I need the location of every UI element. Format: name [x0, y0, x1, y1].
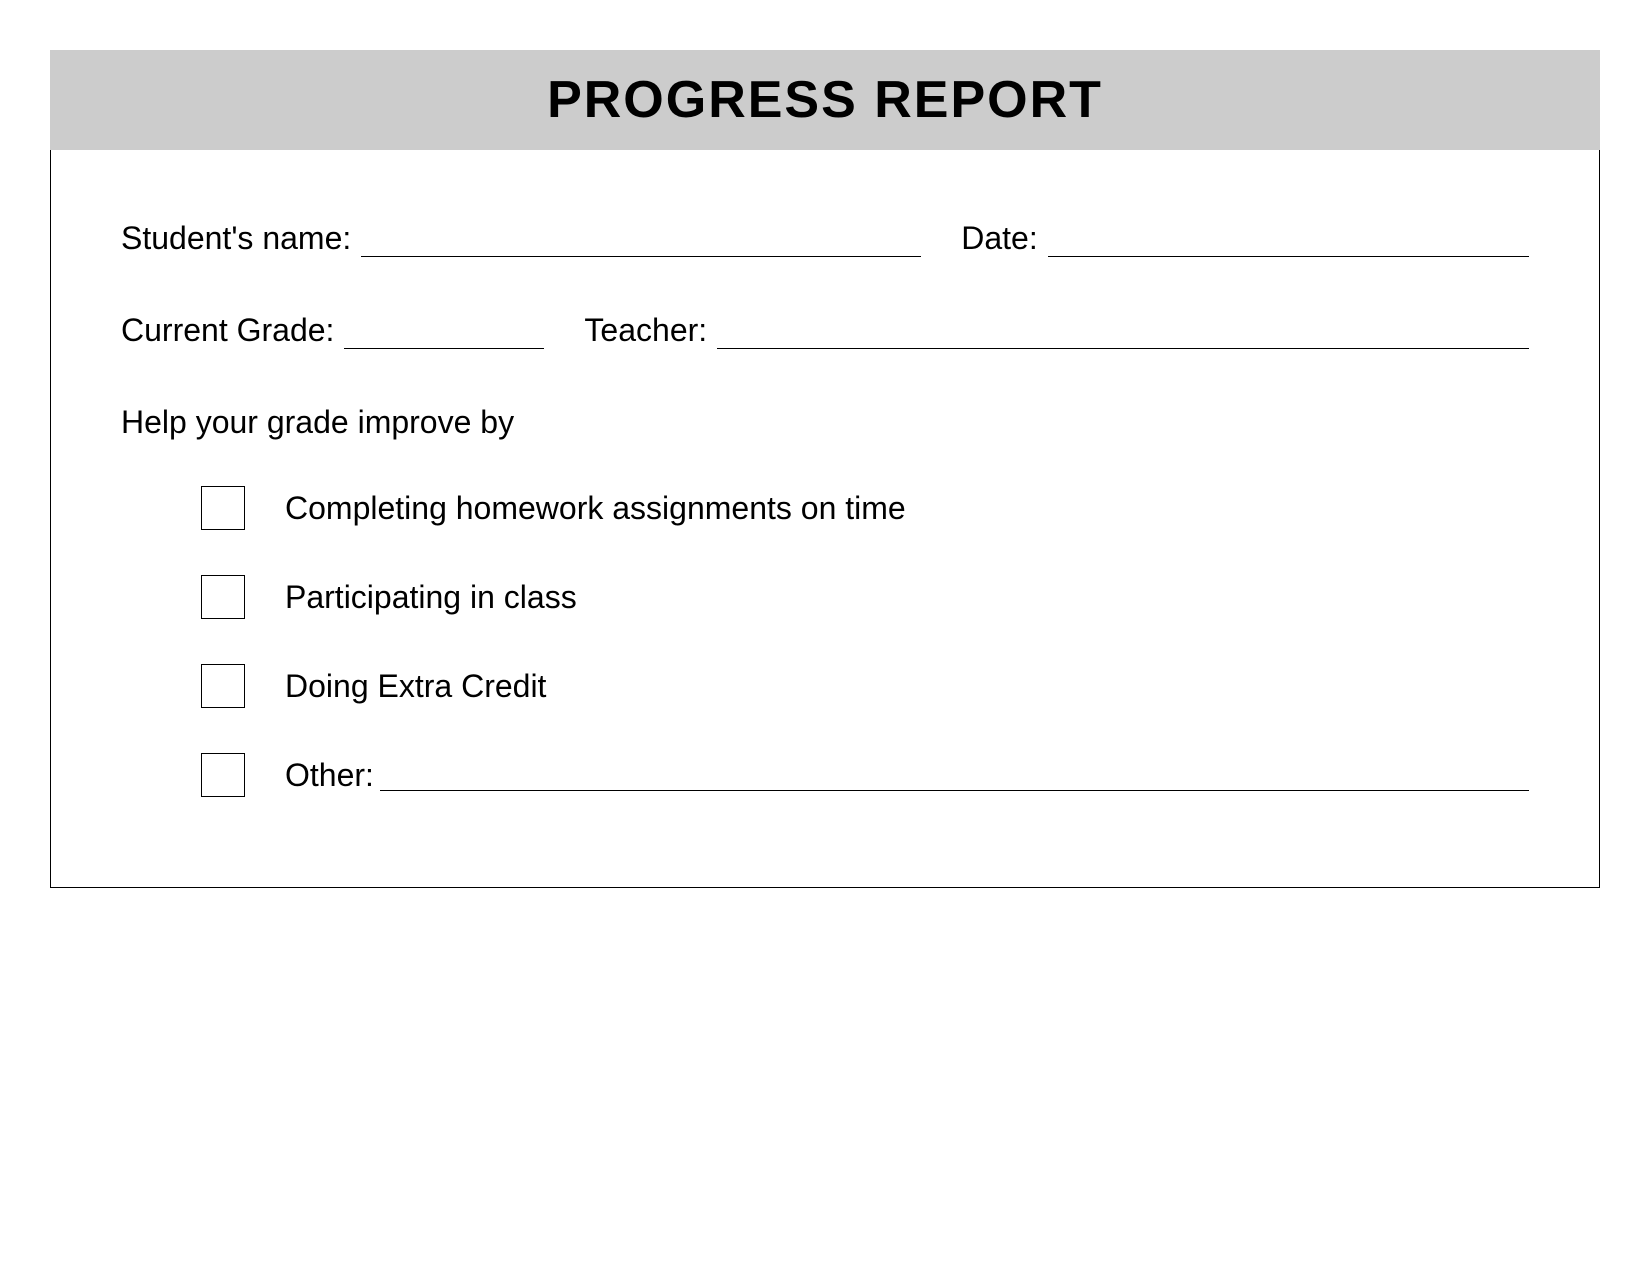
checkbox-homework[interactable]: [201, 486, 245, 530]
checkbox-homework-label: Completing homework assignments on time: [285, 490, 906, 527]
teacher-label: Teacher:: [544, 312, 717, 349]
checkbox-extra-credit[interactable]: [201, 664, 245, 708]
checkbox-participate-label: Participating in class: [285, 579, 577, 616]
date-label: Date:: [921, 220, 1047, 257]
check-row-other: Other:: [201, 753, 1529, 797]
current-grade-field[interactable]: [344, 317, 544, 349]
report-body: Student's name: Date: Current Grade: Tea…: [50, 150, 1600, 888]
date-field[interactable]: [1048, 225, 1529, 257]
student-name-label: Student's name:: [121, 220, 361, 257]
checkbox-participate[interactable]: [201, 575, 245, 619]
row-grade-teacher: Current Grade: Teacher:: [121, 312, 1529, 349]
row-name-date: Student's name: Date:: [121, 220, 1529, 257]
checkbox-other[interactable]: [201, 753, 245, 797]
check-row-participate: Participating in class: [201, 575, 1529, 619]
improve-heading: Help your grade improve by: [121, 404, 1529, 441]
student-name-field[interactable]: [361, 225, 921, 257]
report-title: PROGRESS REPORT: [50, 50, 1600, 150]
checkbox-other-label: Other:: [285, 757, 374, 794]
teacher-field[interactable]: [717, 317, 1529, 349]
checkbox-extra-credit-label: Doing Extra Credit: [285, 668, 546, 705]
current-grade-label: Current Grade:: [121, 312, 344, 349]
progress-report: PROGRESS REPORT Student's name: Date: Cu…: [50, 50, 1600, 888]
check-row-homework: Completing homework assignments on time: [201, 486, 1529, 530]
check-row-extra-credit: Doing Extra Credit: [201, 664, 1529, 708]
other-field[interactable]: [380, 759, 1529, 791]
